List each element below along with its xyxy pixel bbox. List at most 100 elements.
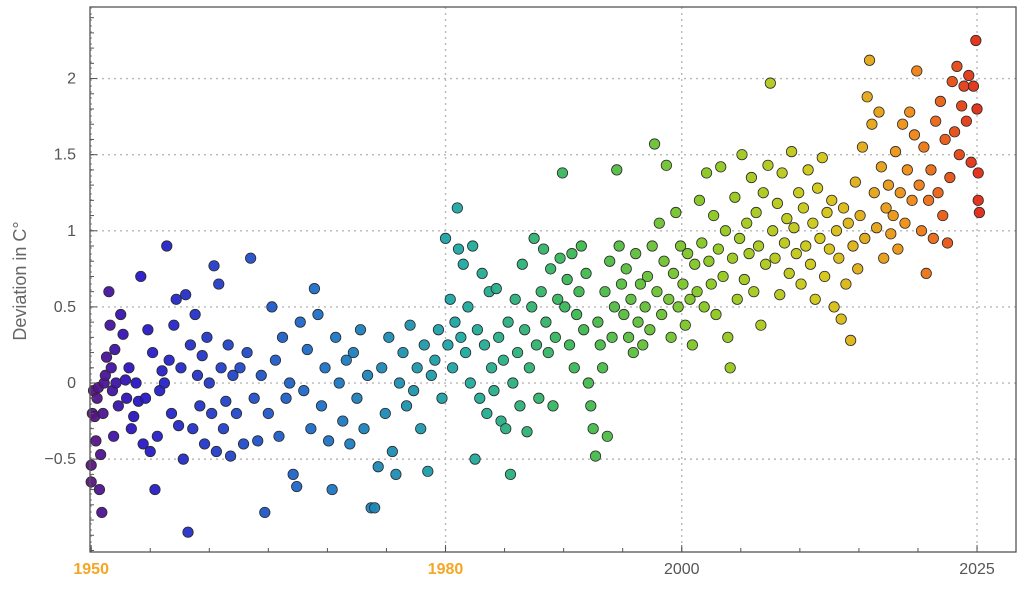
data-point	[793, 187, 805, 199]
data-point	[474, 392, 486, 404]
data-point	[587, 423, 599, 435]
data-point	[726, 252, 739, 264]
data-point	[533, 392, 545, 404]
data-point	[305, 423, 317, 435]
data-point	[393, 377, 406, 389]
data-point	[724, 362, 736, 374]
data-point	[944, 171, 956, 184]
data-point	[337, 415, 349, 427]
data-point	[255, 369, 267, 382]
data-point	[861, 91, 873, 103]
data-point	[885, 228, 897, 240]
data-point	[397, 346, 409, 359]
data-point	[828, 301, 840, 313]
data-point	[597, 362, 609, 374]
data-point	[594, 339, 606, 351]
data-point	[400, 400, 413, 412]
data-point	[663, 293, 675, 305]
data-point	[177, 453, 189, 465]
data-point	[715, 161, 727, 173]
data-point	[530, 339, 543, 351]
data-point	[540, 316, 552, 328]
data-point	[386, 445, 398, 458]
data-point	[471, 324, 484, 336]
data-point	[703, 255, 715, 267]
data-points	[85, 34, 985, 538]
data-point	[627, 346, 639, 359]
data-point	[464, 377, 476, 389]
data-point	[509, 293, 521, 305]
data-point	[677, 278, 689, 290]
data-point	[731, 293, 743, 305]
y-tick-labels: −0.5 0 0.5 1 1.5 2	[44, 71, 76, 469]
data-point	[319, 362, 331, 374]
data-point	[691, 286, 703, 298]
data-point	[425, 369, 437, 382]
data-point	[863, 54, 876, 66]
data-point	[408, 385, 420, 397]
data-point	[585, 400, 597, 412]
data-point	[502, 316, 514, 328]
data-point	[135, 270, 147, 283]
data-point	[946, 75, 958, 88]
data-point	[109, 343, 121, 356]
data-point	[760, 258, 772, 270]
data-point	[601, 430, 613, 442]
data-point	[554, 252, 566, 264]
data-point	[630, 248, 642, 260]
axis-ticks	[90, 17, 978, 552]
data-point	[934, 95, 947, 107]
data-point	[184, 339, 196, 351]
data-point	[172, 420, 185, 432]
data-point	[608, 301, 621, 313]
data-point	[110, 377, 122, 389]
data-point	[547, 400, 559, 412]
data-point	[372, 461, 384, 473]
data-point	[535, 286, 547, 298]
data-point	[451, 202, 463, 214]
data-point	[972, 167, 984, 179]
data-point	[785, 146, 798, 158]
data-point	[121, 392, 133, 404]
data-point	[481, 407, 493, 420]
data-point	[679, 319, 691, 331]
data-point	[868, 187, 880, 199]
data-point	[660, 159, 672, 171]
data-point	[280, 392, 292, 404]
data-point	[519, 324, 531, 336]
data-point	[354, 324, 367, 336]
data-point	[644, 324, 656, 336]
data-point	[927, 232, 939, 244]
data-point	[937, 209, 949, 222]
data-point	[213, 278, 225, 290]
data-point	[816, 152, 828, 164]
data-point	[457, 258, 469, 270]
data-point	[182, 526, 194, 538]
data-point	[276, 331, 289, 343]
data-point	[615, 278, 628, 290]
data-point	[284, 377, 296, 389]
data-point	[224, 450, 237, 462]
data-point	[698, 301, 710, 313]
data-point	[165, 407, 178, 420]
data-point	[422, 465, 434, 477]
data-point	[897, 118, 909, 130]
data-point	[852, 263, 864, 275]
data-point	[351, 392, 363, 404]
data-point	[561, 273, 573, 286]
data-point	[788, 222, 800, 234]
x-tick-label: 1980	[428, 561, 464, 578]
data-point	[689, 258, 701, 270]
data-point	[227, 369, 239, 382]
data-point	[439, 232, 452, 244]
data-point	[112, 400, 124, 412]
data-point	[750, 206, 762, 219]
data-point	[563, 339, 576, 351]
data-point	[198, 438, 211, 450]
data-point	[117, 328, 129, 340]
data-point	[273, 430, 285, 442]
data-point	[95, 448, 107, 461]
x-tick-label: 2025	[959, 561, 995, 578]
data-point	[115, 308, 127, 321]
data-point	[521, 426, 533, 438]
